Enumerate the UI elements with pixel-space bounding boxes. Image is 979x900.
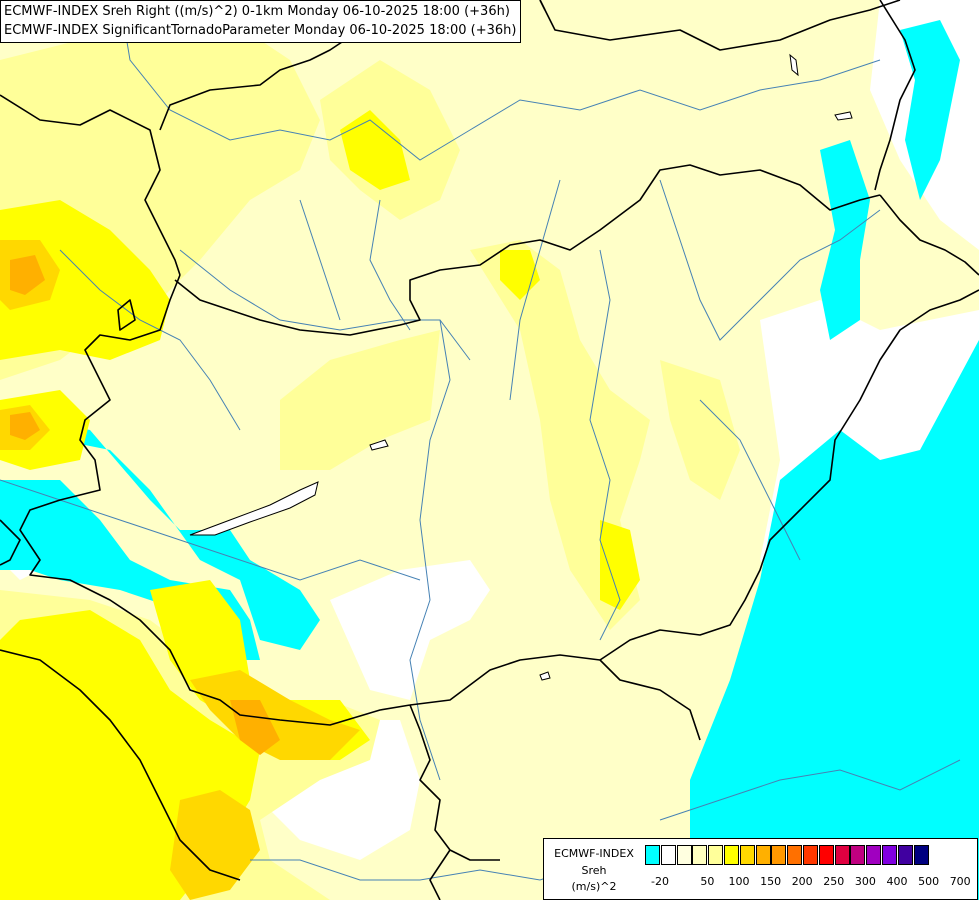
legend-swatch [913,845,929,865]
border-austria-hungary [19,274,411,726]
title-line-1: ECMWF-INDEX Sreh Right ((m/s)^2) 0-1km M… [4,4,510,19]
legend-tick-label: 50 [700,875,715,888]
border-hungary-croatia-serbia [409,704,500,861]
legend-tick-label: 300 [854,875,876,888]
legend-swatch [850,845,866,865]
legend-tick-label: 100 [728,875,750,888]
lake-balaton [189,481,319,536]
orange-areas [0,240,360,900]
legend-swatch [881,845,897,865]
legend-swatch [802,845,818,865]
lakes [189,53,853,681]
border-ukraine-romania [879,194,979,276]
border-bottom [429,849,451,900]
legend-swatch [723,845,739,865]
legend-swatch [771,845,787,865]
legend-swatch [897,845,913,865]
legend-label-source: ECMWF-INDEX [554,847,634,860]
legend-label-variable: Sreh [581,864,607,877]
legend-tick-label: 500 [918,875,940,888]
title-line-2: ECMWF-INDEX SignificantTornadoParameter … [4,23,517,38]
legend-tick-label: 150 [760,875,782,888]
border-hungary-serbia-romania [409,654,701,741]
legend-tick-label: 700 [949,875,971,888]
legend-tick-label: 400 [886,875,908,888]
legend-swatch [787,845,803,865]
legend-swatch [834,845,850,865]
border-romania-moldova [874,0,916,191]
color-legend: ECMWF-INDEX Sreh (m/s)^2 -20 50 100 150 200 2… [543,838,978,900]
legend-swatch [708,845,724,865]
border-czech-austria-slovakia [0,94,181,276]
legend-tick-label: 200 [791,875,813,888]
legend-swatch [755,845,771,865]
border-hungary-romania [599,289,979,661]
border-poland-slovakia [539,0,901,51]
border-misc-south [0,649,241,881]
legend-swatch [645,845,660,865]
border-slovakia-hungary [174,164,881,336]
legend-swatch [692,845,708,865]
legend-tick-label: -20 [651,875,669,888]
legend-label-unit: (m/s)^2 [571,880,617,893]
legend-swatch [660,845,676,865]
legend-swatches [645,845,929,865]
legend-swatch [818,845,834,865]
legend-swatch [739,845,755,865]
legend-swatch [866,845,882,865]
legend-tick-label: 250 [823,875,845,888]
legend-swatch [676,845,692,865]
border-south-2 [0,519,21,566]
legend-ticks: -20 50 100 150 200 250 300 400 500 700 [645,875,975,889]
map-title-box: ECMWF-INDEX Sreh Right ((m/s)^2) 0-1km M… [0,0,522,43]
